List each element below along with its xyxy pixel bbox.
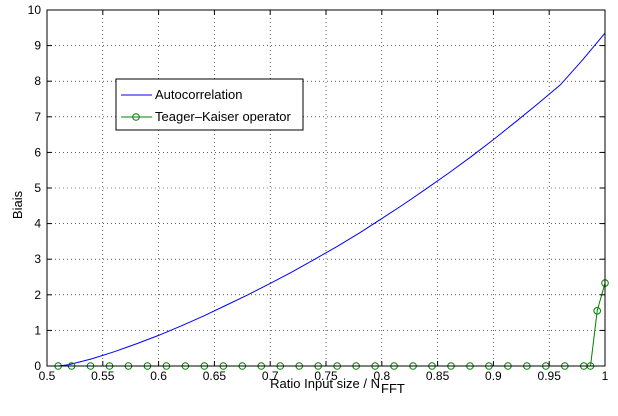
y-tick-label: 5 bbox=[34, 181, 41, 195]
x-ticks: 0.5 0.55 0.6 0.65 0.7 0.75 0.8 0.85 0.9 0.95 1 bbox=[39, 10, 609, 383]
legend-label-autocorrelation: Autocorrelation bbox=[155, 87, 242, 102]
y-tick-label: 0 bbox=[34, 359, 41, 373]
y-tick-label: 4 bbox=[34, 217, 41, 231]
y-tick-label: 1 bbox=[34, 323, 41, 337]
y-tick-label: 3 bbox=[34, 252, 41, 266]
legend: Autocorrelation Teager–Kaiser operator bbox=[115, 78, 304, 131]
plot-frame bbox=[46, 9, 606, 367]
y-ticks: 0 1 2 3 4 5 6 7 8 9 10 bbox=[28, 3, 605, 373]
x-tick-label: 0.8 bbox=[373, 369, 390, 383]
series-line-1 bbox=[58, 282, 606, 367]
grid-lines bbox=[47, 10, 605, 366]
y-tick-label: 7 bbox=[34, 110, 41, 124]
legend-label-teager-kaiser: Teager–Kaiser operator bbox=[155, 109, 292, 124]
x-tick-label: 0.85 bbox=[426, 369, 450, 383]
y-tick-label: 10 bbox=[28, 3, 42, 17]
y-tick-label: 9 bbox=[34, 39, 41, 53]
x-tick-label: 0.9 bbox=[485, 369, 502, 383]
x-tick-label: 0.6 bbox=[150, 369, 167, 383]
series-point bbox=[593, 307, 601, 315]
legend-box bbox=[115, 78, 304, 131]
x-tick-label: 0.75 bbox=[314, 369, 338, 383]
x-axis-label-subscript: FFT bbox=[381, 381, 405, 396]
x-tick-label: 0.95 bbox=[538, 369, 562, 383]
x-tick-label: 1 bbox=[602, 369, 609, 383]
y-axis-label: Biais bbox=[10, 190, 25, 219]
y-tick-label: 2 bbox=[34, 288, 41, 302]
legend-marker-teager-kaiser bbox=[132, 113, 140, 121]
x-tick-label: 0.5 bbox=[39, 369, 56, 383]
series-line-0 bbox=[58, 32, 606, 367]
x-tick-label: 0.7 bbox=[262, 369, 279, 383]
x-tick-label: 0.65 bbox=[203, 369, 227, 383]
y-tick-label: 6 bbox=[34, 145, 41, 159]
x-axis-label: Ratio Input size / N bbox=[270, 376, 380, 391]
y-tick-label: 8 bbox=[34, 74, 41, 88]
x-tick-label: 0.55 bbox=[91, 369, 115, 383]
